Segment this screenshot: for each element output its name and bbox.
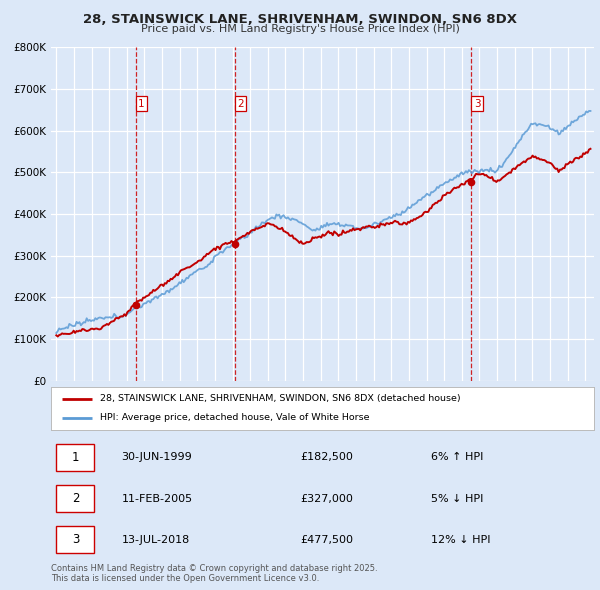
Text: 3: 3	[474, 99, 481, 109]
Text: 30-JUN-1999: 30-JUN-1999	[122, 453, 193, 462]
Text: 13-JUL-2018: 13-JUL-2018	[122, 535, 190, 545]
Text: 6% ↑ HPI: 6% ↑ HPI	[431, 453, 484, 462]
Text: £327,000: £327,000	[301, 494, 353, 503]
Text: HPI: Average price, detached house, Vale of White Horse: HPI: Average price, detached house, Vale…	[100, 413, 370, 422]
Text: 1: 1	[71, 451, 79, 464]
Text: 5% ↓ HPI: 5% ↓ HPI	[431, 494, 484, 503]
Text: 28, STAINSWICK LANE, SHRIVENHAM, SWINDON, SN6 8DX: 28, STAINSWICK LANE, SHRIVENHAM, SWINDON…	[83, 13, 517, 26]
Text: 3: 3	[72, 533, 79, 546]
Text: Contains HM Land Registry data © Crown copyright and database right 2025.
This d: Contains HM Land Registry data © Crown c…	[51, 563, 377, 583]
Text: 12% ↓ HPI: 12% ↓ HPI	[431, 535, 491, 545]
Text: Price paid vs. HM Land Registry's House Price Index (HPI): Price paid vs. HM Land Registry's House …	[140, 24, 460, 34]
Text: 28, STAINSWICK LANE, SHRIVENHAM, SWINDON, SN6 8DX (detached house): 28, STAINSWICK LANE, SHRIVENHAM, SWINDON…	[100, 395, 460, 404]
Text: £477,500: £477,500	[301, 535, 354, 545]
Text: £182,500: £182,500	[301, 453, 353, 462]
Text: 2: 2	[237, 99, 244, 109]
FancyBboxPatch shape	[56, 526, 94, 553]
FancyBboxPatch shape	[56, 444, 94, 471]
Text: 2: 2	[71, 492, 79, 505]
Text: 11-FEB-2005: 11-FEB-2005	[122, 494, 193, 503]
FancyBboxPatch shape	[56, 485, 94, 512]
Text: 1: 1	[138, 99, 145, 109]
